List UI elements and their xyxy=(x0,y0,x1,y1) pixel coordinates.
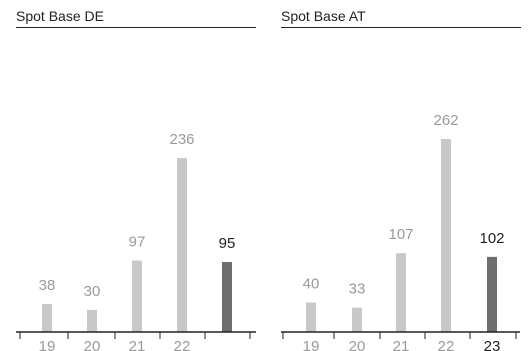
bar-de-20 xyxy=(87,309,97,332)
bar-de-22 xyxy=(177,158,187,332)
value-label-de-1: 30 xyxy=(84,283,101,300)
bar-at-20 xyxy=(352,307,362,332)
tick-label-at-19: 19 xyxy=(303,338,320,351)
tick-label-at-23: 23 xyxy=(484,338,501,351)
value-label-at-1: 33 xyxy=(349,281,366,298)
value-label-de-3: 236 xyxy=(169,131,194,148)
tick-label-de-21: 21 xyxy=(129,338,146,351)
bar-de-current xyxy=(222,262,232,332)
title-rule-at xyxy=(281,27,521,28)
bar-at-19 xyxy=(306,302,316,332)
bar-at-23 xyxy=(487,256,497,332)
bar-at-21 xyxy=(396,253,406,332)
value-label-de-0: 38 xyxy=(39,277,56,294)
value-label-at-2: 107 xyxy=(388,226,413,243)
tick-label-at-21: 21 xyxy=(393,338,410,351)
value-label-at-3: 262 xyxy=(433,112,458,129)
tick-label-de-22: 22 xyxy=(174,338,191,351)
value-label-de-4: 95 xyxy=(219,235,236,252)
title-rule-de xyxy=(16,27,256,28)
tick-label-at-22: 22 xyxy=(438,338,455,351)
chart-title-at: Spot Base AT xyxy=(281,8,366,24)
chart-title-de: Spot Base DE xyxy=(16,8,104,24)
value-label-at-4: 102 xyxy=(479,230,504,247)
value-label-at-0: 40 xyxy=(303,276,320,293)
tick-label-de-19: 19 xyxy=(39,338,56,351)
bar-de-19 xyxy=(42,304,52,332)
tick-label-at-20: 20 xyxy=(349,338,366,351)
bar-de-21 xyxy=(132,260,142,332)
bar-at-22 xyxy=(441,139,451,332)
value-label-de-2: 97 xyxy=(129,234,146,251)
tick-label-de-20: 20 xyxy=(84,338,101,351)
